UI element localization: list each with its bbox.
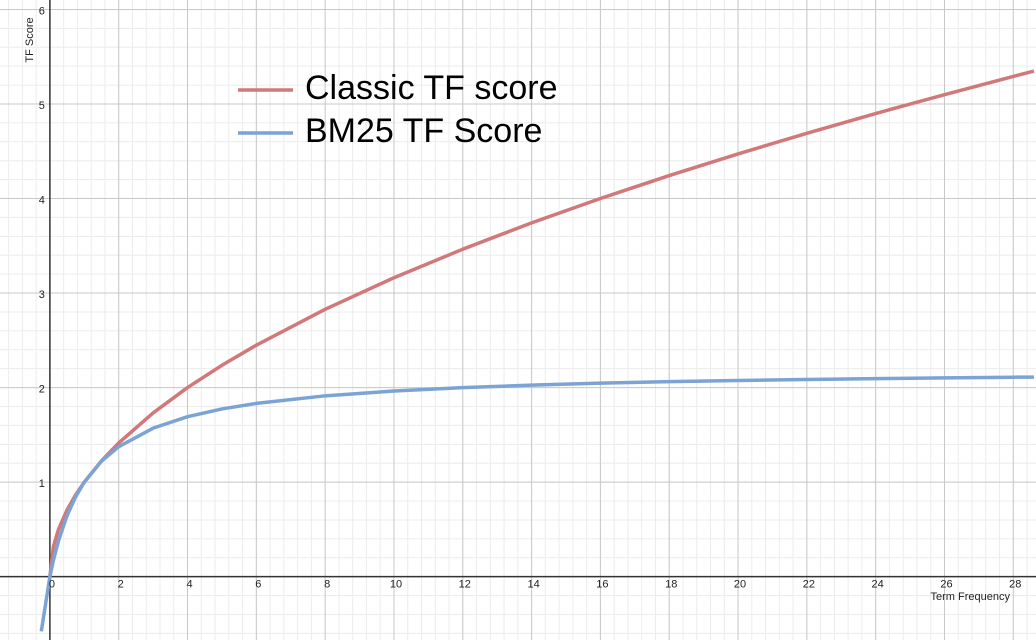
x-tick-label: 14 xyxy=(527,579,539,591)
x-tick-label: 28 xyxy=(1009,579,1021,591)
y-tick-label: 3 xyxy=(39,289,45,301)
y-tick-label: 1 xyxy=(39,478,45,490)
x-tick-label: 24 xyxy=(872,579,884,591)
legend-label: Classic TF score xyxy=(305,69,558,107)
legend-label: BM25 TF Score xyxy=(305,112,542,150)
x-tick-label: 12 xyxy=(459,579,471,591)
x-tick-label: 10 xyxy=(390,579,402,591)
plot-area xyxy=(39,69,1035,632)
x-tick-label: 4 xyxy=(186,579,192,591)
series-line xyxy=(39,375,1034,632)
x-tick-label: 26 xyxy=(940,579,952,591)
x-tick-label: 0 xyxy=(49,579,55,591)
y-tick-label: 2 xyxy=(39,383,45,395)
x-tick-label: 16 xyxy=(596,579,608,591)
y-tick-label: 6 xyxy=(39,5,45,17)
y-tick-label: 4 xyxy=(39,194,45,206)
x-axis-title: Term Frequency xyxy=(931,591,1011,603)
x-tick-label: 22 xyxy=(803,579,815,591)
x-tick-label: 20 xyxy=(734,579,746,591)
x-tick-label: 2 xyxy=(118,579,124,591)
x-tick-label: 8 xyxy=(324,579,330,591)
x-tick-label: 18 xyxy=(665,579,677,591)
x-tick-label: 6 xyxy=(255,579,261,591)
y-tick-label: 5 xyxy=(39,100,45,112)
y-axis-title: TF Score xyxy=(24,17,36,62)
